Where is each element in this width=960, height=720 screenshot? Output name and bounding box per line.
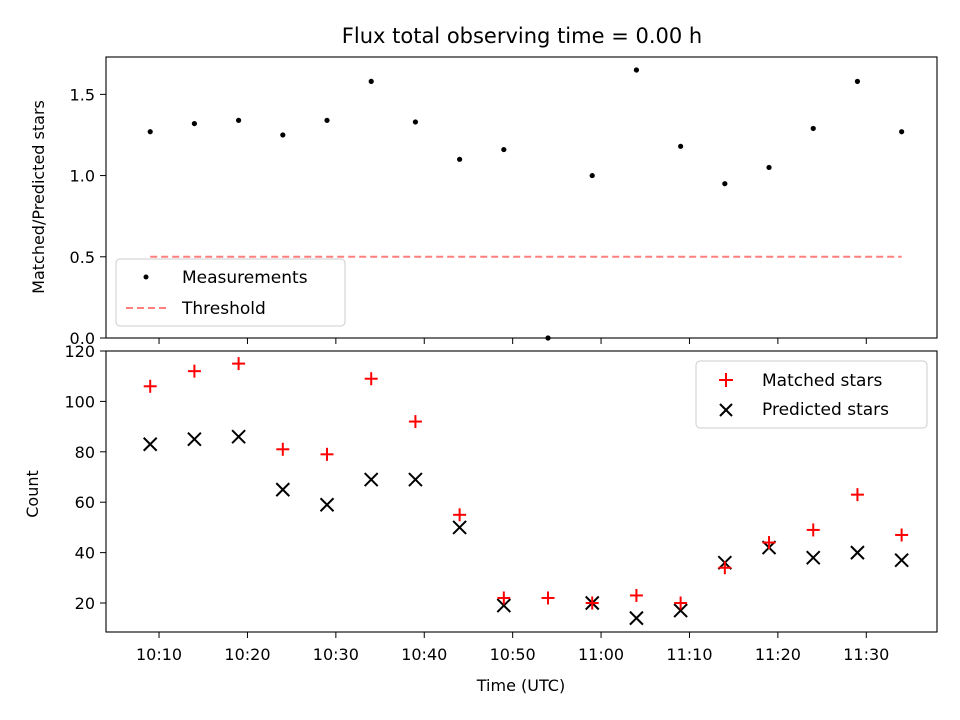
- predicted-stars-point: [496, 598, 512, 613]
- count-x-tick-label: 11:00: [578, 645, 624, 664]
- predicted-stars-point: [275, 482, 291, 497]
- matched-stars-point: [762, 536, 776, 550]
- measurement-point: [810, 125, 816, 132]
- predicted-stars-point: [408, 472, 423, 487]
- predicted-stars-point: [673, 603, 688, 618]
- measurement-point: [589, 172, 595, 179]
- ratio-y-tick-label: 1.0: [70, 167, 95, 186]
- matched-stars-point: [850, 488, 864, 502]
- ratio-y-tick-label: 1.5: [70, 85, 95, 104]
- ratio-axes-frame: [105, 56, 938, 339]
- count-x-tick-label: 10:40: [401, 645, 447, 664]
- count-x-tick-label: 10:50: [490, 645, 536, 664]
- predicted-stars-point: [850, 545, 865, 560]
- matched-stars-point: [320, 447, 334, 461]
- count-y-axis-label: Count: [23, 470, 42, 518]
- count-x-tick-label: 11:10: [666, 645, 712, 664]
- count-legend-box: [695, 360, 928, 429]
- predicted-stars-point: [364, 472, 379, 487]
- matched-stars-point: [541, 591, 555, 605]
- count-legend: Matched stars Predicted stars: [695, 360, 928, 429]
- matched-stars-point: [895, 528, 909, 542]
- chart-title: Flux total observing time = 0.00 h: [342, 24, 702, 48]
- count-y-ticks: 20 40 60 80 100 120: [64, 342, 106, 613]
- measurement-point: [324, 117, 330, 123]
- matched-stars-point: [453, 508, 467, 522]
- measurement-point: [191, 120, 198, 127]
- count-y-tick-label: 80: [75, 443, 95, 462]
- matched-stars-point: [674, 596, 688, 610]
- legend-predicted-marker: [719, 403, 733, 417]
- predicted-stars-point: [452, 520, 467, 535]
- ratio-y-tick-label: 0.5: [70, 248, 95, 267]
- matched-stars-point: [408, 415, 422, 429]
- ratio-y-axis-label: Matched/Predicted stars: [29, 100, 48, 294]
- measurement-points: [147, 67, 905, 341]
- ratio-y-ticks: 0.0 0.5 1.0 1.5: [70, 85, 106, 348]
- matched-stars-point: [187, 364, 201, 378]
- count-x-tick-label: 11:20: [755, 645, 801, 664]
- ratio-x-ticks: [158, 338, 867, 344]
- count-x-tick-label: 10:20: [224, 645, 270, 664]
- measurement-point: [722, 181, 728, 187]
- legend-measurements-marker: [143, 274, 149, 280]
- count-y-tick-label: 100: [64, 392, 95, 411]
- ratio-panel: 0.0 0.5 1.0 1.5 Matched/Predicted stars Mea…: [29, 56, 938, 348]
- legend-measurements-label: Measurements: [182, 268, 308, 288]
- count-x-ticks: 10:10 10:20 10:30 10:40 10:50 11:00 11:10 11:20…: [136, 632, 889, 664]
- predicted-stars-point: [319, 497, 335, 512]
- predicted-stars-point: [187, 431, 202, 447]
- measurement-point: [766, 164, 772, 171]
- predicted-stars-point: [142, 437, 158, 452]
- measurement-point: [899, 129, 905, 135]
- legend-threshold-label: Threshold: [181, 299, 266, 319]
- count-panel: 20 40 60 80 100 120 10:10 10:20 10:30 10:40 10:50…: [23, 342, 938, 695]
- legend-matched-label: Matched stars: [762, 371, 882, 391]
- measurement-point: [412, 119, 419, 125]
- measurement-point: [280, 132, 286, 138]
- measurement-point: [368, 78, 374, 84]
- count-axes-frame: [105, 350, 938, 633]
- count-y-tick-label: 40: [75, 544, 95, 563]
- measurement-point: [147, 129, 153, 135]
- predicted-stars-point: [806, 550, 821, 565]
- count-y-tick-label: 20: [75, 594, 95, 613]
- measurement-point: [633, 67, 640, 73]
- predicted-stars-point: [894, 552, 909, 568]
- matched-stars-point: [364, 372, 378, 386]
- legend-predicted-label: Predicted stars: [762, 400, 889, 420]
- count-y-tick-label: 60: [75, 493, 95, 512]
- measurement-point: [854, 78, 861, 84]
- matched-stars-point: [718, 561, 732, 575]
- measurement-point: [501, 146, 507, 153]
- count-points: [142, 357, 909, 626]
- count-x-tick-label: 11:30: [843, 645, 889, 664]
- x-axis-label: Time (UTC): [476, 676, 565, 695]
- matched-stars-point: [143, 379, 157, 393]
- ratio-legend-box: [115, 258, 346, 327]
- predicted-stars-point: [231, 429, 246, 444]
- matched-stars-point: [585, 596, 599, 610]
- legend-matched-marker: [719, 373, 733, 387]
- measurement-point: [678, 143, 684, 149]
- matched-stars-point: [232, 357, 246, 371]
- predicted-stars-point: [629, 610, 644, 626]
- measurement-point: [457, 156, 463, 162]
- measurement-point: [236, 117, 242, 123]
- ratio-legend: Measurements Threshold: [115, 258, 346, 327]
- matched-stars-point: [276, 442, 290, 456]
- ratio-y-tick-label: 0.0: [70, 329, 95, 348]
- matched-stars-point: [629, 588, 643, 602]
- count-y-tick-label: 120: [64, 342, 95, 361]
- matched-stars-point: [806, 523, 820, 537]
- count-x-tick-label: 10:30: [313, 645, 359, 664]
- count-x-tick-label: 10:10: [136, 645, 182, 664]
- matched-stars-point: [497, 591, 511, 605]
